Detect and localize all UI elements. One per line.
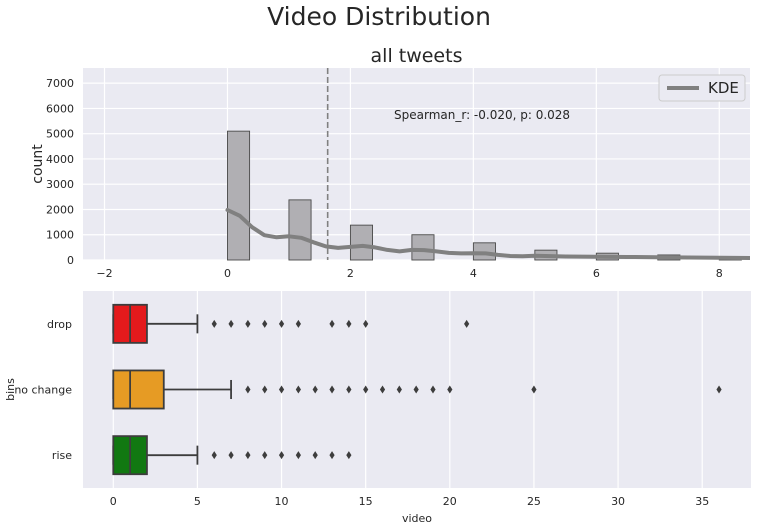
histogram-bar [227, 130, 251, 261]
y-tick-label: 7000 [46, 77, 74, 90]
y-tick-label: 0 [67, 254, 74, 267]
histogram-panel: all tweets −2 0 2 4 6 8 0 1000 2000 3000 4000 5000… [30, 45, 750, 280]
histogram-bar [349, 224, 373, 261]
x-tick-label: 0 [110, 495, 117, 508]
outlier-marker [464, 319, 470, 328]
x-tick-label: 15 [359, 495, 373, 508]
outlier-marker [346, 385, 352, 394]
iqr-box [112, 369, 165, 410]
x-tick-label: 25 [527, 495, 541, 508]
spearman-annotation: Spearman_r: -0.020, p: 0.028 [394, 108, 570, 122]
outlier-marker [329, 319, 335, 328]
histogram-y-label: count [30, 144, 46, 184]
outlier-marker [245, 385, 251, 394]
x-tick-label: 4 [470, 267, 477, 280]
histogram-x-ticks: −2 0 2 4 6 8 [96, 267, 722, 280]
outlier-marker [312, 385, 318, 394]
outlier-marker [228, 451, 234, 460]
kde-line-group [225, 208, 750, 260]
y-tick-label: 4000 [46, 153, 74, 166]
outlier-marker [245, 319, 251, 328]
boxplot-y-label: bins [4, 378, 17, 401]
y-tick-label: 5000 [46, 128, 74, 141]
y-tick-label: 1000 [46, 229, 74, 242]
x-tick-label: 10 [275, 495, 289, 508]
outlier-marker [363, 319, 369, 328]
boxplot-panel: 0 5 10 15 20 25 30 35 drop no change rise video b… [4, 291, 751, 525]
histogram-bar [411, 234, 435, 261]
y-tick-label: 2000 [46, 203, 74, 216]
outlier-marker [363, 385, 369, 394]
outlier-marker [262, 385, 268, 394]
x-tick-label: 20 [443, 495, 457, 508]
outlier-marker [312, 451, 318, 460]
box-rise [112, 435, 352, 476]
outlier-marker [346, 319, 352, 328]
outlier-marker [295, 451, 301, 460]
x-tick-label: 0 [224, 267, 231, 280]
category-tick-label: no change [14, 384, 72, 397]
outlier-marker [379, 385, 386, 394]
outlier-marker [531, 385, 537, 394]
outlier-marker [295, 385, 301, 394]
outlier-marker [346, 451, 352, 460]
outlier-marker [396, 385, 402, 394]
y-tick-label: 6000 [46, 102, 74, 115]
outlier-marker [329, 451, 335, 460]
category-tick-label: drop [47, 318, 72, 331]
box-drop [112, 303, 470, 344]
outlier-marker [430, 385, 436, 394]
boxplot-boxes [112, 303, 722, 476]
outlier-marker [329, 385, 335, 394]
outlier-marker [278, 319, 285, 328]
histogram-y-ticks: 0 1000 2000 3000 4000 5000 6000 7000 [46, 77, 74, 267]
boxplot-x-ticks: 0 5 10 15 20 25 30 35 [110, 495, 709, 508]
outlier-marker [413, 385, 419, 394]
x-tick-label: −2 [96, 267, 112, 280]
boxplot-category-ticks: drop no change rise [14, 318, 72, 462]
outlier-marker [211, 319, 217, 328]
outlier-marker [262, 451, 268, 460]
outlier-marker [295, 319, 301, 328]
legend-kde-label: KDE [708, 79, 739, 97]
y-tick-label: 3000 [46, 178, 74, 191]
x-tick-label: 2 [347, 267, 354, 280]
x-tick-label: 35 [695, 495, 709, 508]
category-tick-label: rise [52, 449, 72, 462]
histogram-title: all tweets [371, 45, 463, 67]
histogram-plot-area [83, 68, 750, 260]
x-tick-label: 6 [593, 267, 600, 280]
x-tick-label: 30 [611, 495, 625, 508]
outlier-marker [447, 385, 453, 394]
boxplot-x-label: video [402, 512, 432, 525]
outlier-marker [245, 451, 251, 460]
outlier-marker [262, 319, 268, 328]
legend: KDE [658, 74, 746, 102]
figure-title: Video Distribution [267, 2, 491, 31]
outlier-marker [716, 385, 722, 394]
x-tick-label: 8 [716, 267, 723, 280]
kde-line [225, 208, 750, 260]
histogram-grid [83, 68, 750, 261]
outlier-marker [278, 451, 285, 460]
legend-frame [658, 74, 746, 102]
outlier-marker [278, 385, 285, 394]
x-tick-label: 5 [194, 495, 201, 508]
outlier-marker [211, 451, 217, 460]
outlier-marker [228, 319, 234, 328]
histogram-bar [288, 199, 312, 261]
box-no-change [112, 369, 722, 410]
